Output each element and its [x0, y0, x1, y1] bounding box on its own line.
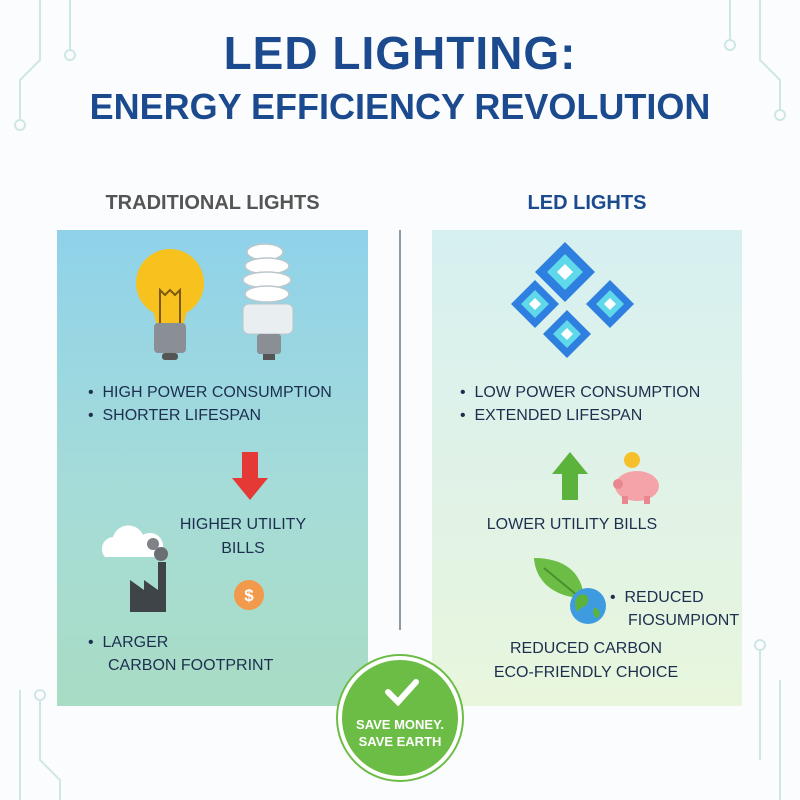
led-bullet-2: • EXTENDED LIFESPAN	[460, 407, 643, 424]
leaf-globe-icon	[534, 558, 606, 624]
reduced-carbon: REDUCED CARBON	[509, 640, 662, 657]
led-heading: LED LIGHTS	[527, 192, 647, 214]
save-badge: SAVE MONEY. SAVE EARTH	[338, 656, 462, 780]
down-arrow-icon	[232, 452, 268, 500]
led-diamonds-icon	[511, 242, 634, 358]
svg-text:$: $	[244, 586, 254, 605]
lower-bills: LOWER UTILITY BILLS	[486, 516, 658, 533]
higher-bills-line2: BILLS	[221, 540, 265, 557]
badge-line1: SAVE MONEY.	[356, 717, 444, 732]
traditional-panel	[57, 230, 368, 706]
traditional-bullet-2: • SHORTER LIFESPAN	[88, 407, 262, 424]
larger-carbon-line1: • LARGER	[88, 634, 169, 651]
reduced-line1: • REDUCED	[610, 589, 704, 606]
reduced-line2: FIOSUMPIONT	[628, 612, 740, 629]
cfl-bulb-icon	[242, 243, 294, 360]
dollar-coin-icon: $	[234, 580, 264, 610]
eco-friendly-choice: ECO-FRIENDLY CHOICE	[493, 664, 679, 681]
divider	[399, 230, 401, 630]
incandescent-bulb-icon	[136, 249, 204, 360]
title-line1: LED LIGHTING:	[223, 27, 577, 79]
led-bullet-1: • LOW POWER CONSUMPTION	[460, 384, 701, 401]
led-panel	[432, 230, 742, 706]
traditional-heading: TRADITIONAL LIGHTS	[105, 192, 320, 214]
factory-cloud-icon	[101, 525, 168, 612]
title-line2: ENERGY EFFICIENCY REVOLUTION	[89, 86, 711, 127]
checkmark-icon	[385, 679, 419, 707]
larger-carbon-line2: CARBON FOOTPRINT	[108, 657, 274, 674]
badge-line2: SAVE EARTH	[358, 734, 442, 749]
up-arrow-icon	[552, 452, 588, 500]
piggy-bank-icon	[613, 452, 659, 504]
higher-bills-line1: HIGHER UTILITY	[179, 516, 307, 533]
traditional-bullet-1: • HIGH POWER CONSUMPTION	[88, 384, 332, 401]
